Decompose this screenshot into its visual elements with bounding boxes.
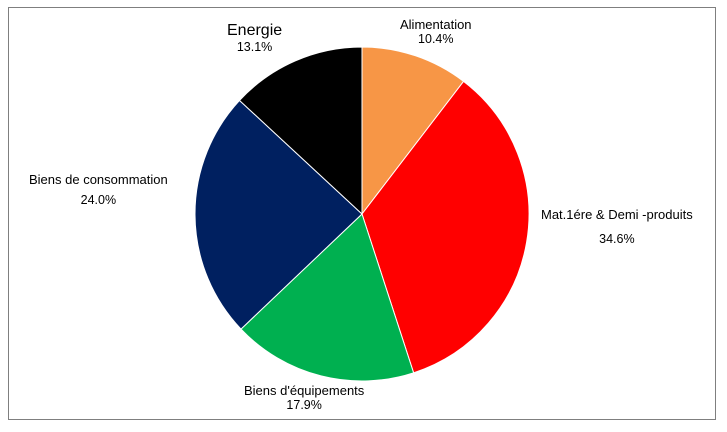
slice-value: 10.4%	[418, 32, 454, 46]
pie-slice-0	[361, 46, 465, 216]
pie-slice-3	[194, 99, 363, 330]
slice-label-mat-premieres: Mat.1ére & Demi -produits 34.6%	[541, 207, 693, 246]
slice-value: 34.6%	[599, 232, 635, 246]
pie-slice-2	[240, 213, 415, 382]
slice-label-biens-consommation: Biens de consommation 24.0%	[29, 172, 168, 207]
slice-label-biens-equipements: Biens d'équipements 17.9%	[244, 383, 364, 412]
pie-slice-1	[361, 80, 530, 374]
slice-label-energie: Energie 13.1%	[227, 22, 282, 54]
slice-name: Alimentation	[400, 17, 472, 32]
slice-value: 13.1%	[236, 40, 273, 54]
slice-name: Biens de consommation	[29, 172, 168, 187]
pie-slice-4	[238, 46, 363, 216]
slice-value: 17.9%	[286, 398, 322, 412]
slice-value: 24.0%	[80, 193, 117, 207]
slice-name: Biens d'équipements	[244, 383, 365, 398]
slice-name: Mat.1ére & Demi -produits	[541, 207, 693, 222]
slice-label-alimentation: Alimentation 10.4%	[400, 17, 472, 46]
slice-name: Energie	[227, 22, 283, 39]
